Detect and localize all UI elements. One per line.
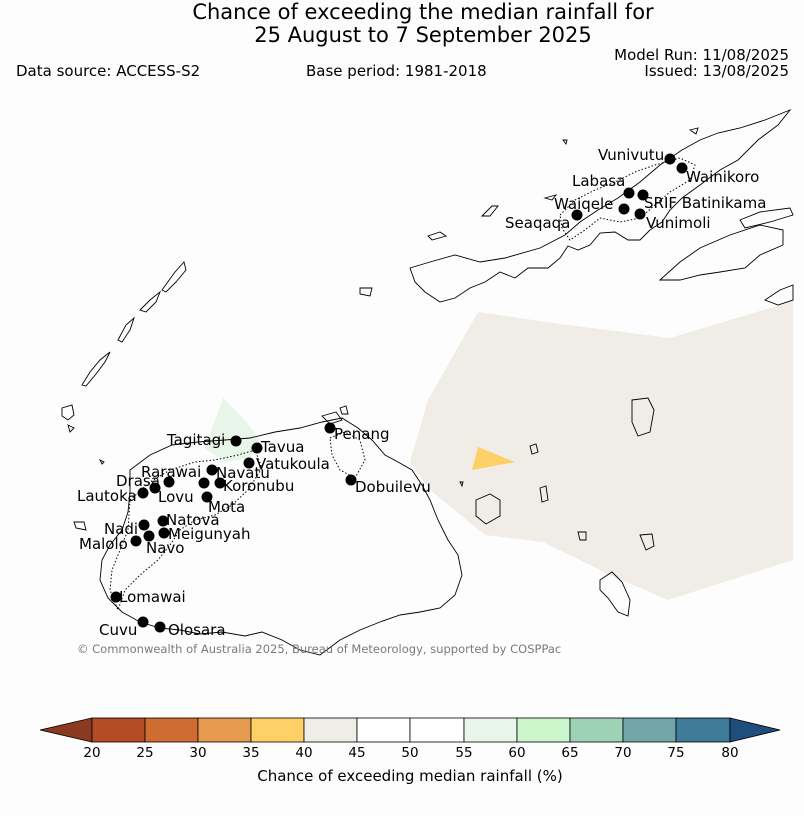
issued-date: Issued: 13/08/2025 [644, 62, 789, 80]
station-label: Labasa [572, 172, 625, 190]
station-label: Navatu [216, 464, 270, 482]
station-label: Wainikoro [686, 168, 759, 186]
colorbar-arrow-low [39, 717, 93, 743]
colorbar-tick-label: 50 [401, 745, 419, 761]
colorbar-bin-20-25 [91, 717, 146, 743]
station-label: Lomawai [119, 588, 186, 606]
chart-title-line1: Chance of exceeding the median rainfall … [192, 0, 654, 24]
station-label: Navo [146, 539, 184, 557]
station-marker-tagitagi [230, 435, 242, 447]
probability-region-55-60 [205, 398, 260, 462]
colorbar-tick-label: 65 [561, 745, 579, 761]
station-marker-nadi [138, 519, 150, 531]
base-period: Base period: 1981-2018 [306, 62, 487, 80]
station-label: Vunivutu [598, 146, 664, 164]
coastlines [61, 108, 794, 656]
station-marker-olosara [154, 621, 166, 633]
station-label: SRIF Batinikama [644, 194, 766, 212]
station-marker-koronubu [214, 477, 226, 489]
station-marker-rarawai [206, 464, 218, 476]
station-label: Penang [334, 425, 389, 443]
model-run: Model Run: 11/08/2025 [614, 46, 789, 64]
station-label: Tavua [260, 438, 304, 456]
colorbar-tick-label: 35 [242, 745, 260, 761]
map-credit: © Commonwealth of Australia 2025, Bureau… [77, 642, 561, 656]
data-source: Data source: ACCESS-S2 [16, 62, 201, 80]
station-label: Meigunyah [168, 525, 250, 543]
station-marker-tavua [251, 442, 263, 454]
station-marker-penang [324, 422, 336, 434]
colorbar-tick-label: 45 [348, 745, 366, 761]
station-marker-srif-batinikama [637, 189, 649, 201]
station-marker-vunimoli [634, 208, 646, 220]
station-marker-dobuilevu [345, 474, 357, 486]
colorbar [39, 717, 781, 743]
station-label: Mota [208, 498, 245, 516]
station-marker-labasa [623, 187, 635, 199]
district-boundaries [109, 157, 696, 612]
station-marker-wainikoro [676, 162, 688, 174]
colorbar-bin-35-40 [250, 717, 305, 743]
probability-region-40-45 [410, 300, 793, 600]
station-marker-lomawai [110, 591, 122, 603]
station-label: Vatukoula [256, 455, 330, 473]
station-label: Drasa [116, 472, 160, 490]
colorbar-bin-65-70 [569, 717, 624, 743]
colorbar-tick-label: 20 [83, 745, 101, 761]
station-marker-cuvu [137, 616, 149, 628]
station-label: Seaqaqa [505, 214, 570, 232]
colorbar-tick-label: 25 [136, 745, 154, 761]
colorbar-bin-55-60 [463, 717, 518, 743]
station-label: Lovu [158, 488, 194, 506]
station-markers [110, 153, 688, 633]
station-marker-lovu [149, 482, 161, 494]
colorbar-arrow-high [729, 717, 781, 743]
station-marker-waiqele [618, 203, 630, 215]
station-marker-navo [143, 530, 155, 542]
station-marker-lautoka [137, 487, 149, 499]
colorbar-bin-75-80 [675, 717, 731, 743]
colorbar-tick-label: 40 [295, 745, 313, 761]
chart-title-line2: 25 August to 7 September 2025 [254, 23, 592, 47]
colorbar-bin-40-45 [303, 717, 358, 743]
station-marker-mota [201, 491, 213, 503]
station-label: Nadi [104, 520, 138, 538]
station-marker-malolo [130, 535, 142, 547]
station-marker-natova [157, 515, 169, 527]
station-label: Vunimoli [646, 214, 711, 232]
station-label: Waiqele [554, 195, 613, 213]
colorbar-bin-50-55 [409, 717, 465, 743]
colorbar-bin-25-30 [144, 717, 199, 743]
colorbar-tick-label: 70 [614, 745, 632, 761]
station-label: Malolo [79, 535, 128, 553]
station-marker-seaqaqa [571, 209, 583, 221]
station-label: Cuvu [99, 621, 137, 639]
colorbar-bin-60-65 [516, 717, 571, 743]
colorbar-tick-label: 80 [721, 745, 739, 761]
colorbar-tick-label: 60 [508, 745, 526, 761]
station-labels: Vunivutu Wainikoro Labasa Waiqele SRIF B… [77, 146, 766, 639]
colorbar-tick-label: 55 [455, 745, 473, 761]
probability-region-35-40 [472, 447, 515, 470]
station-label: Tagitagi [166, 431, 225, 449]
colorbar-title: Chance of exceeding median rainfall (%) [257, 767, 563, 785]
station-label: Natova [166, 511, 220, 529]
colorbar-bin-70-75 [622, 717, 677, 743]
station-label: Rarawai [141, 463, 201, 481]
station-label: Lautoka [77, 487, 137, 505]
station-label: Dobuilevu [355, 478, 431, 496]
colorbar-bin-30-35 [197, 717, 252, 743]
colorbar-tick-label: 75 [667, 745, 685, 761]
station-label: Koronubu [223, 477, 294, 495]
station-marker-vunivutu [664, 153, 676, 165]
station-marker-meigunyah [158, 527, 170, 539]
station-marker-vatukoula [243, 457, 255, 469]
colorbar-bin-45-50 [356, 717, 411, 743]
station-marker-drasa [163, 476, 175, 488]
station-marker-navatu [198, 477, 210, 489]
station-label: Olosara [168, 621, 226, 639]
colorbar-tick-label: 30 [189, 745, 207, 761]
